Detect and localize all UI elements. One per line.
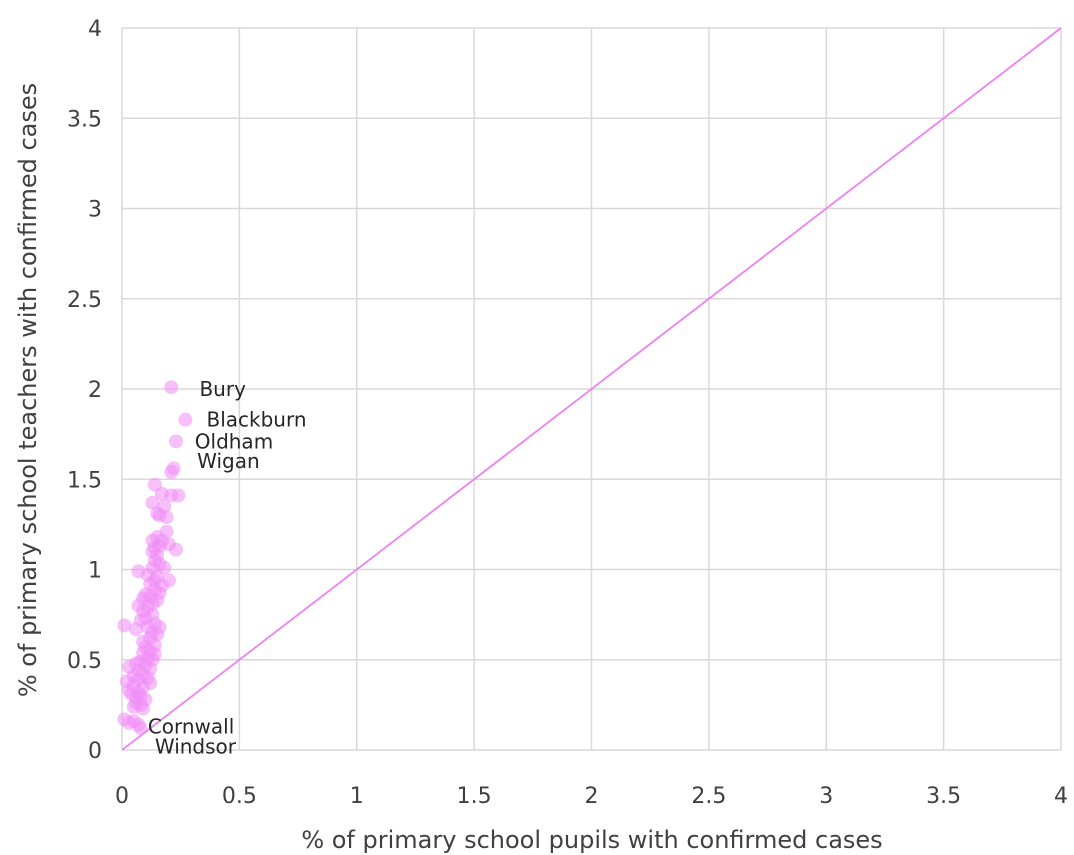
data-points [117, 380, 193, 736]
data-point [159, 510, 174, 525]
point-annotation: Bury [199, 377, 246, 401]
point-annotation: Oldham [195, 429, 273, 453]
x-tick-label: 1.5 [457, 784, 492, 809]
y-tick-label: 3 [88, 198, 102, 223]
data-point [145, 495, 160, 510]
x-tick-label: 4 [1054, 784, 1068, 809]
y-tick-label: 1 [88, 559, 102, 584]
point-annotation: Wigan [197, 449, 260, 473]
y-axis-ticks: 0 0.5 1 1.5 2 2.5 3 3.5 4 [67, 17, 102, 764]
data-point [136, 701, 151, 716]
x-tick-label: 2.5 [691, 784, 726, 809]
y-tick-label: 0.5 [67, 649, 102, 674]
x-tick-label: 0 [115, 784, 129, 809]
reference-line-group [121, 27, 1062, 751]
data-point [178, 412, 193, 427]
y-axis-label: % of primary school teachers with confir… [14, 83, 42, 697]
x-axis-label: % of primary school pupils with confirme… [301, 826, 882, 854]
point-annotation: Cornwall [148, 715, 234, 739]
data-point [168, 542, 183, 557]
y-tick-label: 2.5 [67, 288, 102, 313]
x-tick-label: 2 [585, 784, 599, 809]
x-tick-label: 0.5 [222, 784, 257, 809]
y-tick-label: 0 [88, 739, 102, 764]
reference-line [121, 27, 1062, 751]
point-annotation: Windsor [155, 734, 237, 758]
data-point [117, 618, 132, 633]
y-tick-label: 1.5 [67, 468, 102, 493]
point-annotation: Blackburn [207, 408, 307, 432]
y-tick-label: 3.5 [67, 107, 102, 132]
x-tick-label: 1 [350, 784, 364, 809]
x-axis-ticks: 0 0.5 1 1.5 2 2.5 3 3.5 4 [115, 784, 1068, 809]
y-tick-label: 2 [88, 378, 102, 403]
x-tick-label: 3.5 [926, 784, 961, 809]
data-point [133, 721, 148, 736]
data-point [129, 622, 144, 637]
data-point [168, 434, 183, 449]
data-point [164, 465, 179, 480]
y-tick-label: 4 [88, 17, 102, 42]
data-point [171, 488, 186, 503]
x-tick-label: 3 [819, 784, 833, 809]
data-point [164, 380, 179, 395]
